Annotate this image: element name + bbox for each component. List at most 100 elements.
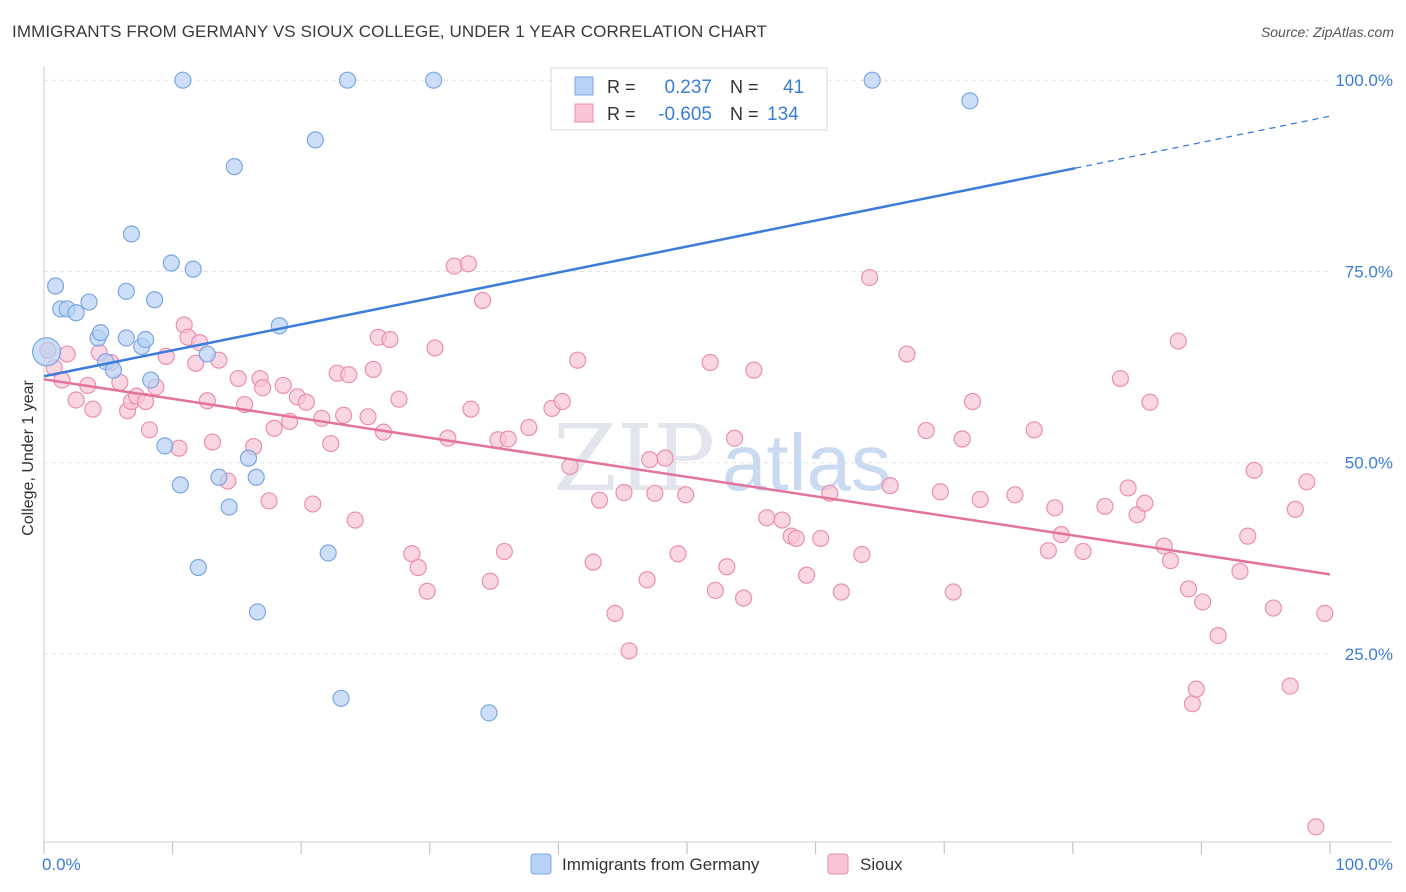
germany-point-18 [162,254,180,272]
sioux-point-116 [1161,552,1180,570]
y-tick-label-100: 100.0% [1335,71,1393,90]
germany-point-22 [189,558,207,577]
sioux-point-36 [297,393,315,411]
germany-point-31 [306,131,324,149]
sioux-point-111 [1119,479,1137,497]
y-tick-label-25: 25.0% [1345,645,1393,664]
sioux-point-118 [1179,580,1198,598]
germany-point-28 [247,468,265,486]
germany-point-20 [174,71,192,89]
source-credit: Source: ZipAtlas.com [1260,24,1394,40]
sioux-point-14 [140,421,159,439]
sioux-point-61 [495,542,513,561]
germany-point-19 [171,476,189,494]
sioux-point-110 [1111,369,1129,388]
sioux-point-113 [1136,494,1154,512]
germany-point-34 [338,71,357,89]
sioux-point-69 [590,491,609,509]
sioux-point-48 [381,330,399,349]
germany-point-12 [122,225,141,243]
sioux-point-4 [67,391,85,409]
germany-point-0 [31,337,62,367]
sioux-point-128 [1286,500,1304,518]
sioux-point-49 [390,390,408,408]
series-germany-points [31,71,979,722]
y-axis-label: College, Under 1 year [20,380,37,536]
sioux-point-73 [638,571,656,589]
sioux-point-82 [725,429,744,447]
sioux-point-17 [170,439,188,457]
legend-label-sioux: Sioux [860,855,903,874]
germany-point-23 [198,345,216,363]
sioux-point-80 [706,581,724,600]
sioux-point-84 [745,361,763,379]
sioux-point-22 [198,392,216,410]
germany-point-35 [425,71,443,89]
sioux-point-26 [229,369,247,388]
germany-point-14 [136,330,155,349]
sioux-point-74 [641,451,659,469]
sioux-point-108 [1074,542,1092,561]
axes [43,66,1392,854]
sioux-point-30 [254,379,272,397]
sioux-point-96 [898,345,916,363]
sioux-point-126 [1264,599,1283,617]
sioux-point-55 [445,257,463,275]
sioux-point-3 [58,345,76,363]
legend-swatch-sioux [827,853,849,875]
sioux-point-43 [346,511,364,529]
sioux-point-39 [322,434,340,453]
sioux-point-97 [917,421,935,440]
x-tick-label-0: 0.0% [42,855,81,874]
stats-n-label-germany: N = [730,77,759,97]
stats-n-value-sioux: 134 [767,104,799,125]
germany-point-36 [480,704,498,722]
sioux-point-127 [1281,677,1299,695]
sioux-point-109 [1096,497,1114,515]
sioux-point-89 [797,566,816,584]
stats-legend: R = 0.237 N = 41 R = -0.605 N = 134 [550,67,828,131]
watermark: ZIP atlas [553,405,891,512]
stats-n-value-germany: 41 [783,77,804,98]
sioux-point-81 [718,558,736,576]
stats-n-label-sioux: N = [730,104,759,124]
germany-point-40 [961,92,979,110]
stats-swatch-sioux [574,103,594,123]
series-sioux-points [39,255,1334,836]
germany-point-27 [239,449,258,467]
germany-point-26 [225,158,243,176]
sioux-point-59 [481,572,499,590]
sioux-point-94 [861,268,879,287]
sioux-point-51 [409,558,427,577]
stats-r-value-germany: 0.237 [664,77,712,98]
trend-line-germany [43,166,1076,378]
sioux-point-117 [1169,332,1187,350]
sioux-point-45 [364,360,382,378]
sioux-point-42 [340,366,358,384]
sioux-point-106 [1046,499,1064,517]
sioux-point-78 [677,486,695,504]
sioux-point-77 [669,545,687,563]
sioux-point-98 [931,483,949,501]
germany-point-21 [184,260,202,278]
series-legend: Immigrants from Germany Sioux [530,853,903,875]
sioux-point-38 [313,409,331,427]
watermark-atlas: atlas [722,418,891,507]
germany-point-32 [319,544,337,562]
stats-r-label-sioux: R = [607,104,636,124]
sioux-point-33 [274,376,292,395]
sioux-point-103 [1006,486,1024,504]
germany-point-24 [210,468,228,486]
sioux-point-99 [944,583,962,601]
sioux-point-101 [963,392,982,411]
sioux-point-115 [1155,537,1173,555]
sioux-point-90 [812,529,830,548]
sioux-point-83 [734,589,753,607]
sioux-point-93 [853,545,871,564]
sioux-point-88 [787,529,805,548]
chart-title: IMMIGRANTS FROM GERMANY VS SIOUX COLLEGE… [12,22,768,41]
sioux-point-71 [615,483,633,502]
sioux-point-31 [260,492,278,510]
sioux-point-122 [1209,626,1227,645]
sioux-point-123 [1231,562,1249,580]
